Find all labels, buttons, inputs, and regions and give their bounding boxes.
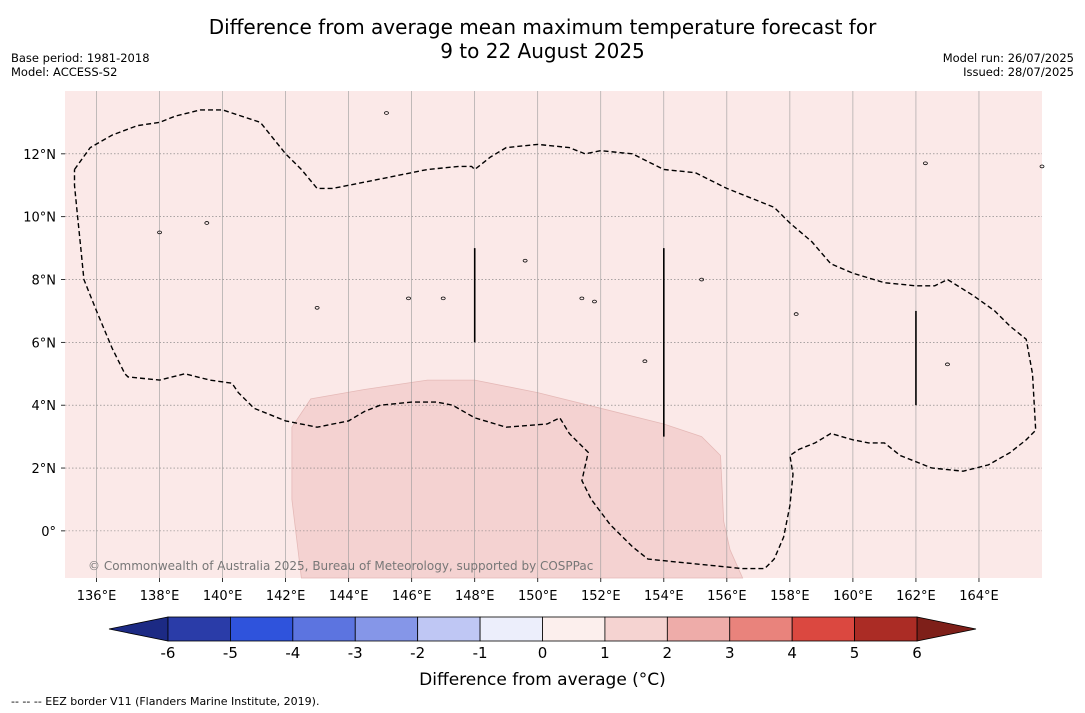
lon-tick-label: 162°E [896,589,936,604]
island-coastline [793,312,799,316]
chart-title-line-1: Difference from average mean maximum tem… [208,15,877,39]
island-coastline [406,296,411,301]
chart-title-line-2: 9 to 22 August 2025 [440,39,645,63]
lon-tick-label: 144°E [329,589,369,604]
colorbar-tick-label: -1 [473,644,488,662]
lon-tick-label: 150°E [518,589,558,604]
lon-tick-label: 152°E [581,589,621,604]
island-coastline [945,362,950,367]
island-coastline [922,161,928,166]
colorbar-swatch [791,616,855,642]
colorbar-swatch [729,616,793,642]
island-coastline [384,111,389,115]
island-coastline [440,296,446,301]
base-period-label: Base period: 1981-2018 [11,51,150,65]
colorbar-swatch [666,616,731,642]
lon-tick-label: 146°E [392,589,432,604]
lon-tick-label: 154°E [644,589,684,604]
colorbar-tick-label: -6 [161,644,176,662]
colorbar-tick-label: 1 [600,644,610,662]
lon-tick-label: 142°E [266,589,306,604]
lon-tick-label: 140°E [203,589,243,604]
island-coastline [204,221,210,225]
lat-tick-label: 4°N [32,399,57,414]
colorbar-swatch [230,616,294,642]
colorbar-swatch [417,616,481,642]
colorbar-swatch [854,616,918,642]
colorbar-tick-label: -4 [285,644,300,662]
colorbar-tick-label: -5 [223,644,238,662]
island-coastline [592,299,597,304]
warm-anomaly-region [291,379,744,579]
colorbar-tick-label: 3 [725,644,735,662]
colorbar-tick-label: 4 [787,644,797,662]
lon-tick-label: 156°E [707,589,747,604]
colorbar-tick-label: 6 [912,644,922,662]
eez-border [73,109,1037,570]
lat-tick-label: 2°N [32,462,57,477]
lon-tick-label: 164°E [959,589,999,604]
island-coastline [642,359,648,364]
island-coastline [579,296,585,301]
island-coastline [1039,164,1045,169]
island-coastline [157,230,162,235]
eez-border-footnote: -- -- -- EEZ border V11 (Flanders Marine… [11,695,320,708]
lat-tick-label: 10°N [23,211,56,226]
island-coastline [699,277,705,282]
colorbar-under-arrow [108,616,169,642]
colorbar-swatch [479,616,543,642]
lon-tick-label: 138°E [140,589,180,604]
lat-tick-label: 6°N [32,336,57,351]
island-coastline [522,258,528,263]
model-run-label: Model run: 26/07/2025 [942,51,1074,65]
colorbar-tick-label: -3 [348,644,363,662]
lon-tick-label: 160°E [833,589,873,604]
forecast-map: 136°E 138°E 140°E 142°E 144°E 146°E 148°E 150°E… [23,91,1045,662]
colorbar-tick-label: -2 [410,644,425,662]
colorbar-swatch [604,616,668,642]
lon-tick-label: 148°E [455,589,495,604]
colorbar-tick-label: 5 [850,644,860,662]
colorbar-swatch [354,616,419,642]
colorbar-swatch [292,616,356,642]
colorbar-tick-label: 2 [663,644,673,662]
lat-tick-label: 12°N [23,148,56,163]
colorbar-swatch [167,616,231,642]
lat-tick-label: 8°N [32,274,57,289]
copyright-notice: © Commonwealth of Australia 2025, Bureau… [88,559,593,573]
lon-tick-label: 158°E [770,589,810,604]
colorbar-tick-label: 0 [538,644,548,662]
issued-label: Issued: 28/07/2025 [963,65,1074,79]
colorbar-swatch [542,616,606,642]
colorbar-over-arrow [916,616,977,642]
island-coastline [314,305,320,310]
model-label: Model: ACCESS-S2 [11,65,118,79]
lat-tick-label: 0° [41,525,56,540]
colorbar-label: Difference from average (°C) [419,670,666,690]
lon-tick-label: 136°E [77,589,117,604]
